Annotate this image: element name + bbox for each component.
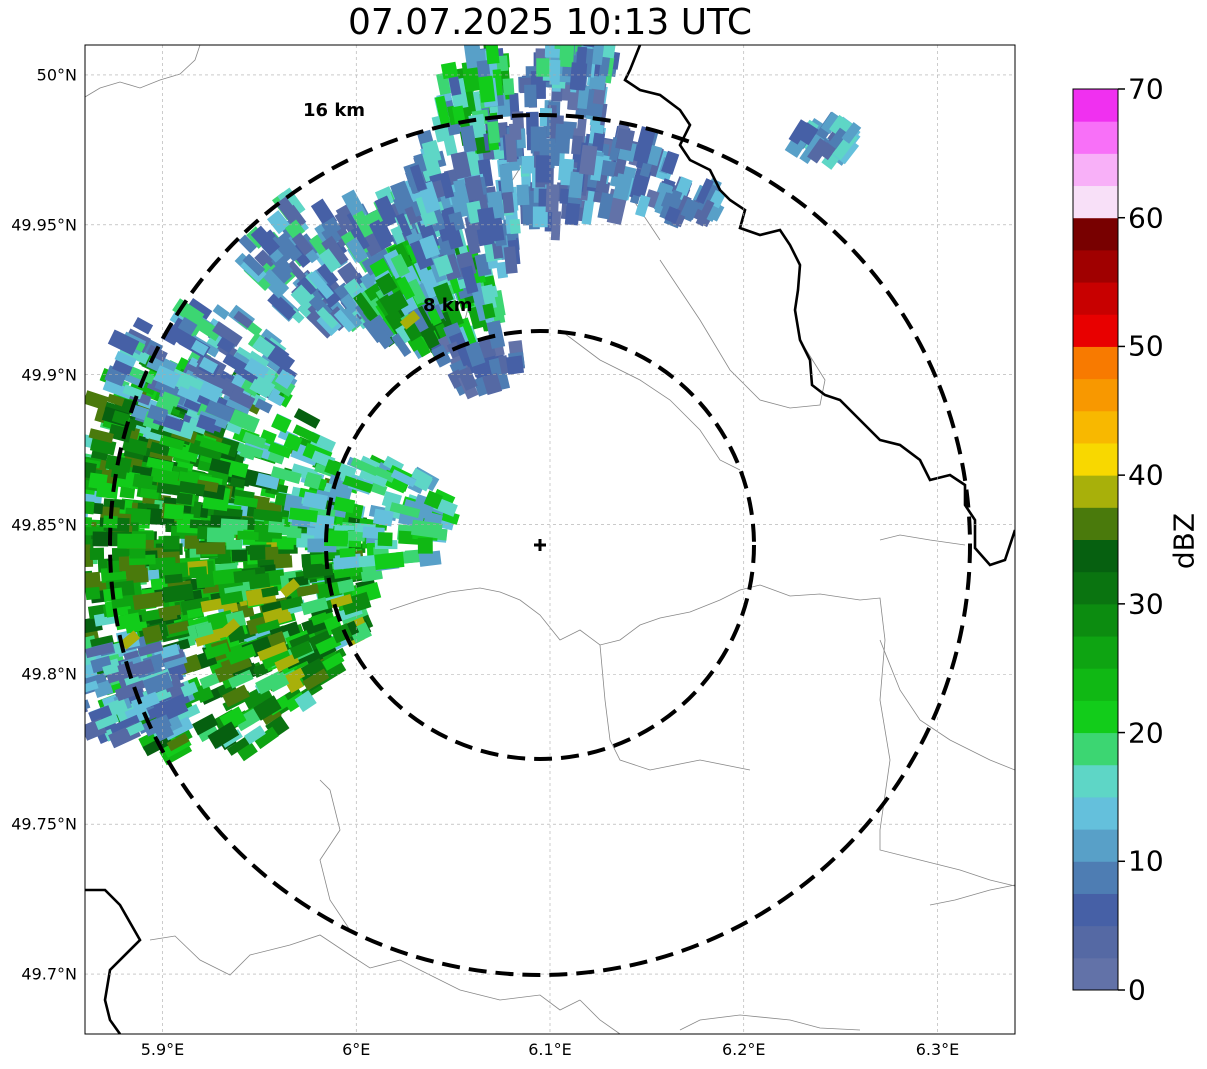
colorbar-segment [1073, 539, 1118, 573]
colorbar-segment [1073, 700, 1118, 734]
colorbar-segment [1073, 796, 1118, 830]
colorbar-segment [1073, 153, 1118, 187]
lat-tick-label: 49.9°N [21, 365, 77, 385]
colorbar-segment [1073, 861, 1118, 894]
colorbar-tick-label: 60 [1128, 201, 1164, 235]
range-ring-label-16km: 16 km [303, 100, 366, 121]
lat-tick-label: 50°N [36, 65, 77, 85]
lat-tick-label: 49.75°N [11, 814, 77, 834]
colorbar-segment [1073, 346, 1118, 380]
colorbar-segment [1073, 475, 1118, 508]
colorbar-segment [1073, 636, 1118, 669]
colorbar-segment [1073, 442, 1118, 476]
range-rings [108, 113, 972, 977]
range-ring-16km [108, 113, 972, 977]
colorbar-segment [1073, 185, 1118, 219]
colorbar-segment [1073, 89, 1118, 122]
range-ring-label-8km: 8 km [423, 295, 473, 316]
colorbar-segment [1073, 732, 1118, 766]
colorbar-segment [1073, 217, 1118, 251]
colorbar-tick-label: 30 [1128, 587, 1164, 621]
colorbar-tick-marks [1118, 88, 1125, 991]
colorbar-tick-label: 50 [1128, 329, 1164, 363]
map-frame-border [84, 44, 1016, 1035]
radar-site-marker [534, 539, 546, 551]
colorbar-tick-label: 20 [1128, 716, 1164, 750]
colorbar-segment [1073, 410, 1118, 444]
lon-tick-label: 6.3°E [915, 1040, 960, 1059]
colorbar-tick-label: 70 [1128, 72, 1164, 106]
lat-tick-label: 49.7°N [21, 964, 77, 984]
colorbar-segment [1073, 957, 1118, 991]
colorbar [1073, 89, 1118, 991]
lon-tick-label: 6.2°E [721, 1040, 766, 1059]
colorbar-segment [1073, 893, 1118, 927]
colorbar-segment [1073, 829, 1118, 862]
lat-tick-label: 49.85°N [11, 515, 77, 534]
colorbar-segment [1073, 282, 1118, 315]
range-ring-8km [324, 329, 756, 761]
colorbar-segment [1073, 121, 1118, 154]
lat-tick-label: 49.8°N [21, 664, 77, 684]
colorbar-segment [1073, 507, 1118, 540]
map-gridlines [85, 45, 1015, 1034]
colorbar-segment [1073, 668, 1118, 701]
colorbar-tick-label: 40 [1128, 458, 1164, 492]
colorbar-label: dBZ [1167, 512, 1201, 570]
lon-tick-label: 6.1°E [528, 1040, 572, 1059]
national-border [85, 45, 1015, 1034]
map-title: 07.07.2025 10:13 UTC [347, 2, 753, 43]
colorbar-segment [1073, 603, 1118, 637]
colorbar-tick-label: 10 [1128, 844, 1164, 878]
colorbar-segment [1073, 314, 1118, 347]
lon-tick-label: 6°E [342, 1040, 371, 1059]
colorbar-segment [1073, 378, 1118, 412]
colorbar-segment [1073, 764, 1118, 798]
colorbar-border [1072, 88, 1119, 991]
lon-tick-label: 5.9°E [140, 1040, 185, 1059]
lat-tick-label: 49.95°N [11, 215, 77, 235]
colorbar-segment [1073, 925, 1118, 959]
radar-reflectivity-layer [85, 45, 862, 766]
colorbar-tick-label: 0 [1128, 973, 1146, 1007]
colorbar-segment [1073, 571, 1118, 605]
colorbar-segment [1073, 249, 1118, 283]
